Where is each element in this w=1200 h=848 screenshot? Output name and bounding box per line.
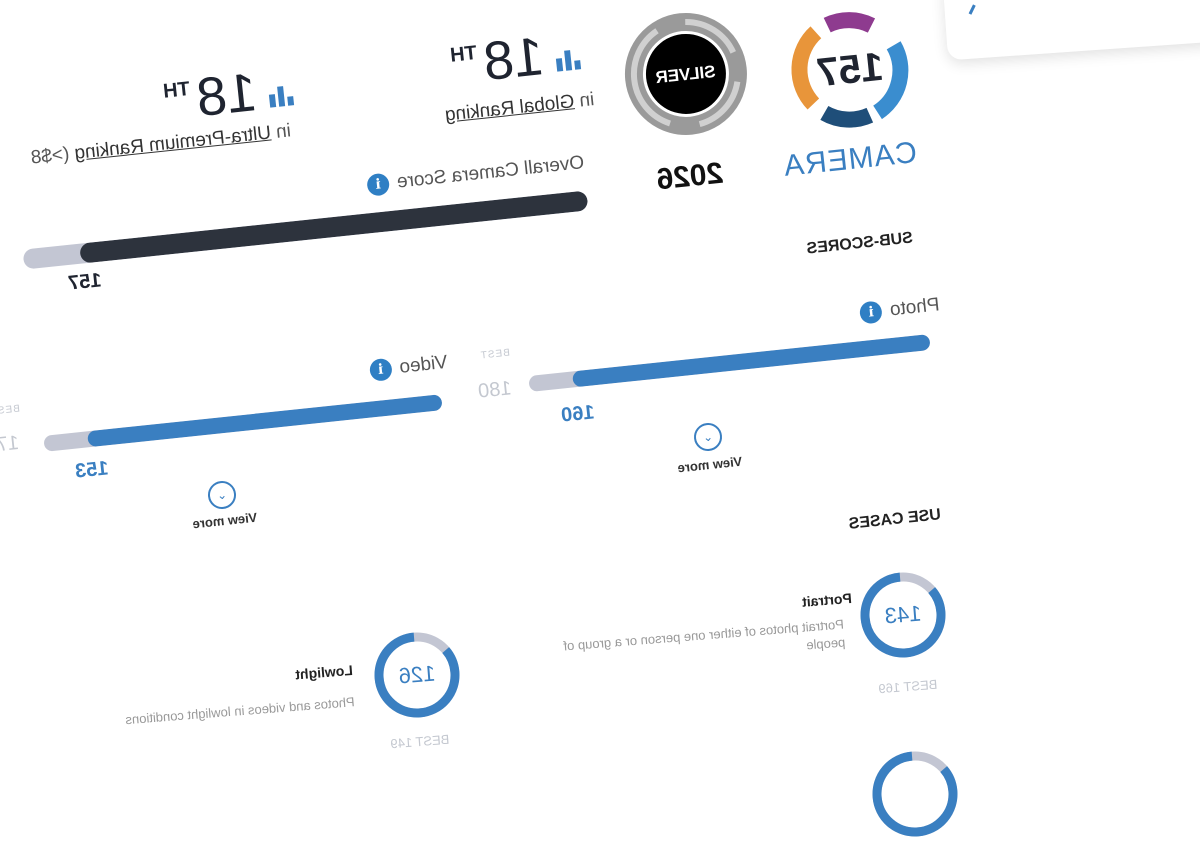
chevron-down-icon[interactable]: ⌄ — [206, 479, 238, 511]
bar-chart-icon — [268, 83, 295, 108]
camera-badge-ring-icon — [791, 12, 909, 128]
info-icon[interactable]: i — [368, 357, 393, 382]
award-ring-icon — [624, 12, 747, 135]
award-label: SILVER — [654, 61, 717, 87]
global-rank: 18 TH — [447, 25, 583, 98]
global-ranking-text: in Global Ranking — [404, 89, 596, 135]
ring-chart — [860, 572, 946, 658]
overall-score-value: 157 — [67, 269, 103, 295]
camera-label: CAMERA — [781, 136, 919, 183]
video-best-value: 17 — [0, 431, 21, 457]
global-ranking-prefix: in — [578, 89, 596, 112]
overall-score-label-text: Overall Camera Score — [395, 152, 586, 193]
camera-score-badge: 157 — [779, 0, 922, 141]
silver-award-badge: SILVER — [617, 6, 754, 143]
photo-score-bar-fill — [572, 333, 931, 388]
top-right-card — [942, 0, 1200, 61]
ultra-premium-ranking-rest: (>$8 — [29, 143, 76, 169]
award-year: 2026 — [654, 156, 725, 197]
ultra-premium-rank-number: 18 — [193, 62, 260, 129]
portrait-score-ring: 143 — [854, 566, 953, 665]
info-icon[interactable]: i — [859, 300, 884, 325]
portrait-description: Portrait photos of either one person or … — [562, 616, 846, 654]
photo-score-value: 160 — [560, 401, 596, 427]
use-cases-heading: USE CASES — [847, 506, 942, 533]
ultra-premium-rank-suffix: TH — [162, 78, 191, 103]
photo-label: Photoi — [829, 294, 941, 331]
info-icon[interactable]: i — [366, 172, 391, 197]
bar-chart-icon — [555, 47, 582, 72]
video-score-bar — [43, 394, 443, 452]
ring-chart — [872, 751, 958, 837]
lowlight-score-ring: 126 — [368, 626, 467, 725]
video-label: Videoi — [347, 352, 449, 388]
photo-score-bar — [528, 333, 931, 393]
overall-score-bar — [22, 190, 589, 270]
global-rank-number: 18 — [480, 26, 547, 93]
photo-best-value: 180 — [477, 377, 513, 403]
photo-label-text: Photo — [888, 294, 941, 321]
video-score-bar-fill — [87, 394, 443, 448]
overall-score-bar-fill — [78, 190, 589, 264]
card-icon — [968, 4, 976, 15]
lowlight-best: BEST 149 — [389, 731, 450, 752]
global-rank-suffix: TH — [449, 42, 478, 67]
ultra-premium-ranking-prefix: in — [275, 120, 292, 143]
lowlight-title: Lowlight — [294, 661, 354, 683]
lowlight-description: Photos and videos in lowlight conditions — [124, 694, 356, 728]
chevron-down-icon[interactable]: ⌄ — [692, 421, 724, 453]
use-case-score-ring-partial — [866, 745, 965, 844]
portrait-best: BEST 169 — [877, 676, 938, 697]
camera-score: 157 — [814, 44, 886, 95]
sub-scores-heading: SUB-SCORES — [805, 229, 914, 258]
video-view-more-button[interactable]: View more — [191, 509, 258, 532]
lowlight-score: 126 — [397, 660, 437, 689]
video-best-label: BEST — [0, 403, 21, 418]
photo-view-more-button[interactable]: View more — [676, 453, 743, 476]
portrait-title: Portrait — [801, 589, 853, 610]
ring-chart — [374, 632, 460, 718]
video-label-text: Video — [398, 351, 449, 378]
video-score-value: 153 — [74, 457, 110, 483]
photo-best-label: BEST — [479, 347, 511, 362]
portrait-score: 143 — [883, 600, 923, 629]
ultra-premium-ranking-text: in Ultra-Premium Ranking (>$8 — [0, 120, 292, 179]
